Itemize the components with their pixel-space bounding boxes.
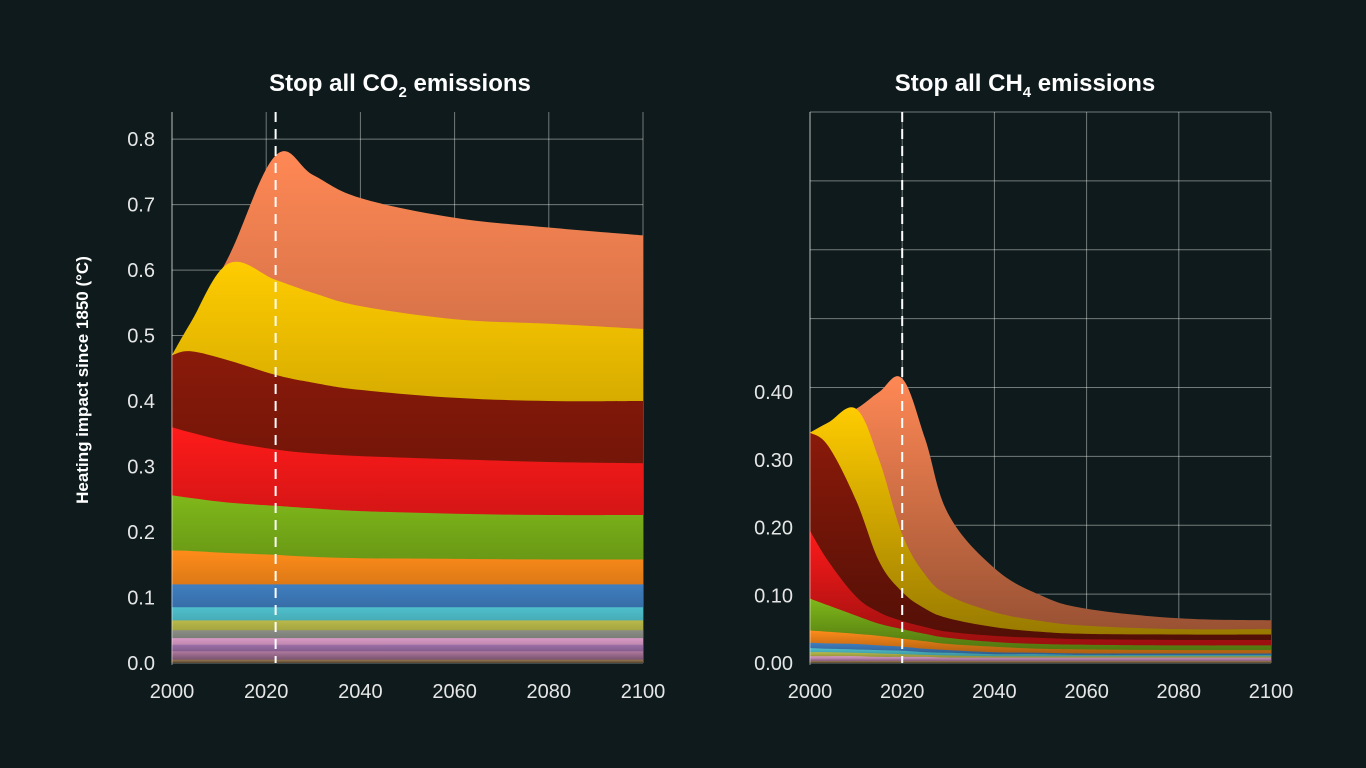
x-tick-label: 2000 — [150, 681, 195, 703]
y-tick-label: 0.6 — [127, 260, 155, 282]
x-tick-label: 2040 — [972, 681, 1017, 703]
y-tick-label: 0.5 — [127, 326, 155, 348]
area-ch4-layer-1 — [810, 661, 1271, 663]
areas-co2 — [172, 151, 643, 663]
y-tick-label: 0.1 — [127, 588, 155, 610]
chart-co2: Stop all CO2 emissions 0.00.10.20.30.40.… — [127, 70, 665, 703]
x-tick-label: 2080 — [527, 681, 572, 703]
x-tick-label: 2060 — [1064, 681, 1109, 703]
x-tick-label: 2020 — [244, 681, 289, 703]
x-tick-label: 2040 — [338, 681, 383, 703]
plot-area-co2: 0.0 0.1 0.2 0.3 0.4 0.5 0.6 0.7 0.8 2000 2020 2040 2… — [127, 112, 665, 703]
y-tick-label: 0.2 — [127, 522, 155, 544]
chart-title-ch4-subscript: 4 — [1023, 84, 1032, 101]
y-tick-label: 0.10 — [754, 585, 793, 607]
x-tick-label: 2100 — [621, 681, 666, 703]
y-tick-label: 0.20 — [754, 518, 793, 540]
x-tick-label: 2080 — [1157, 681, 1202, 703]
plot-area-ch4: 0.00 0.10 0.20 0.30 0.40 2000 2020 2040 2060 2080… — [754, 111, 1294, 703]
areas-ch4 — [810, 376, 1271, 663]
area-co2-layer-1 — [172, 659, 643, 663]
y-tick-label: 0.4 — [127, 391, 155, 413]
y-tick-label: 0.3 — [127, 457, 155, 479]
x-tick-label: 2020 — [880, 681, 925, 703]
chart-ch4: Stop all CH4 emissions 0.000.100.200.300… — [754, 70, 1293, 703]
chart-title-co2-prefix: Stop all CO — [269, 70, 398, 97]
y-tick-label: 0.40 — [754, 382, 793, 404]
x-tick-label: 2100 — [1249, 681, 1294, 703]
chart-title-co2-subscript: 2 — [398, 84, 406, 101]
y-tick-label: 0.7 — [127, 195, 155, 217]
chart-title-ch4-suffix: emissions — [1031, 70, 1155, 97]
y-axis-label: Heating impact since 1850 (°C) — [73, 256, 92, 504]
area-ch4-layer-11 — [810, 407, 1271, 663]
y-tick-label: 0.00 — [754, 653, 793, 675]
x-tick-label: 2060 — [432, 681, 477, 703]
x-tick-label: 2000 — [788, 681, 833, 703]
y-tick-label: 0.30 — [754, 450, 793, 472]
chart-title-ch4-prefix: Stop all CH — [895, 70, 1023, 97]
chart-title-co2: Stop all CO2 emissions — [269, 70, 531, 101]
chart-title-ch4: Stop all CH4 emissions — [895, 70, 1155, 101]
area-ch4-layer-9 — [810, 530, 1271, 663]
y-tick-label: 0.8 — [127, 129, 155, 151]
y-tick-label: 0.0 — [127, 653, 155, 675]
chart-title-co2-suffix: emissions — [407, 70, 531, 97]
